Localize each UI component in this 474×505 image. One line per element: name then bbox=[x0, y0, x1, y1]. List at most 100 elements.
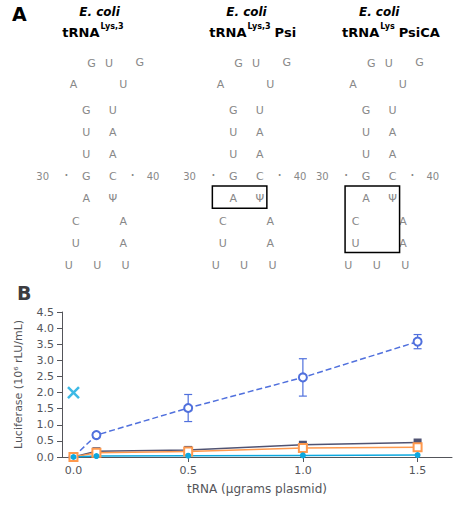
svg-text:A: A bbox=[83, 192, 91, 205]
svg-text:A: A bbox=[217, 78, 225, 91]
svg-text:G: G bbox=[82, 104, 91, 117]
svg-text:0.5: 0.5 bbox=[37, 434, 55, 447]
svg-text:E. coli: E. coli bbox=[79, 5, 120, 19]
svg-text:G: G bbox=[362, 170, 371, 183]
svg-text:PsiCA: PsiCA bbox=[399, 25, 440, 40]
svg-text:·: · bbox=[410, 167, 415, 185]
svg-text:4.5: 4.5 bbox=[37, 306, 55, 319]
svg-text:U: U bbox=[362, 148, 370, 161]
svg-text:Ψ: Ψ bbox=[255, 192, 264, 205]
svg-text:A: A bbox=[266, 215, 274, 228]
svg-text:C: C bbox=[389, 170, 397, 183]
svg-text:Psi: Psi bbox=[275, 25, 297, 40]
svg-text:tRNA: tRNA bbox=[62, 25, 99, 40]
svg-text:C: C bbox=[219, 215, 227, 228]
svg-text:A: A bbox=[389, 126, 397, 139]
svg-text:0.5: 0.5 bbox=[179, 464, 197, 477]
svg-text:U: U bbox=[119, 78, 127, 91]
svg-text:C: C bbox=[256, 170, 264, 183]
svg-text:A: A bbox=[119, 237, 127, 250]
svg-text:Lys,3: Lys,3 bbox=[101, 22, 124, 31]
svg-text:40: 40 bbox=[426, 171, 439, 182]
svg-text:2.5: 2.5 bbox=[37, 370, 55, 383]
svg-text:1.0: 1.0 bbox=[37, 418, 55, 431]
svg-text:0.0: 0.0 bbox=[37, 451, 55, 464]
svg-text:A: A bbox=[399, 237, 407, 250]
svg-text:G: G bbox=[415, 56, 424, 69]
svg-text:U: U bbox=[229, 126, 237, 139]
svg-text:·: · bbox=[64, 167, 69, 185]
svg-text:·: · bbox=[277, 167, 282, 185]
svg-text:·: · bbox=[211, 167, 216, 185]
svg-text:A: A bbox=[349, 78, 357, 91]
svg-text:30: 30 bbox=[36, 171, 49, 182]
svg-text:3.5: 3.5 bbox=[37, 338, 55, 351]
svg-text:U: U bbox=[351, 237, 359, 250]
svg-text:A: A bbox=[119, 215, 127, 228]
svg-text:Lys,3: Lys,3 bbox=[247, 22, 270, 31]
svg-text:A: A bbox=[109, 126, 117, 139]
svg-text:E. coli: E. coli bbox=[359, 5, 400, 19]
svg-text:A: A bbox=[399, 215, 407, 228]
svg-text:tRNA (μgrams plasmid): tRNA (μgrams plasmid) bbox=[187, 482, 327, 496]
svg-text:30: 30 bbox=[316, 171, 329, 182]
svg-text:G: G bbox=[136, 56, 145, 69]
svg-text:U: U bbox=[266, 78, 274, 91]
svg-text:U: U bbox=[93, 259, 101, 272]
svg-text:U: U bbox=[373, 259, 381, 272]
svg-text:U: U bbox=[362, 126, 370, 139]
svg-text:C: C bbox=[352, 215, 360, 228]
svg-text:U: U bbox=[344, 259, 352, 272]
svg-text:4.0: 4.0 bbox=[37, 322, 55, 335]
svg-text:tRNA: tRNA bbox=[209, 25, 246, 40]
svg-text:A: A bbox=[266, 237, 274, 250]
svg-text:U: U bbox=[269, 259, 277, 272]
svg-text:U: U bbox=[399, 78, 407, 91]
svg-text:·: · bbox=[130, 167, 135, 185]
svg-text:·: · bbox=[344, 167, 349, 185]
svg-text:E. coli: E. coli bbox=[226, 5, 267, 19]
svg-text:A: A bbox=[109, 148, 117, 161]
svg-text:U: U bbox=[82, 126, 90, 139]
svg-text:B: B bbox=[17, 282, 31, 304]
svg-text:U: U bbox=[385, 57, 393, 70]
svg-text:Ψ: Ψ bbox=[108, 192, 117, 205]
svg-text:1.5: 1.5 bbox=[37, 402, 55, 415]
svg-text:U: U bbox=[82, 148, 90, 161]
svg-text:A: A bbox=[389, 148, 397, 161]
svg-text:G: G bbox=[87, 57, 96, 70]
svg-text:Ψ: Ψ bbox=[388, 192, 397, 205]
svg-text:U: U bbox=[65, 259, 73, 272]
svg-text:A: A bbox=[362, 192, 370, 205]
svg-text:A: A bbox=[229, 192, 237, 205]
svg-text:A: A bbox=[70, 78, 78, 91]
svg-text:C: C bbox=[72, 215, 80, 228]
svg-text:30: 30 bbox=[183, 171, 196, 182]
svg-text:U: U bbox=[240, 259, 248, 272]
svg-text:Lys: Lys bbox=[380, 22, 395, 31]
svg-text:40: 40 bbox=[294, 171, 307, 182]
svg-text:G: G bbox=[229, 104, 238, 117]
svg-text:G: G bbox=[82, 170, 91, 183]
svg-text:U: U bbox=[212, 259, 220, 272]
svg-text:A: A bbox=[256, 126, 264, 139]
svg-text:U: U bbox=[401, 259, 409, 272]
svg-text:1.0: 1.0 bbox=[294, 464, 312, 477]
svg-text:G: G bbox=[362, 104, 371, 117]
svg-text:U: U bbox=[256, 104, 264, 117]
svg-text:tRNA: tRNA bbox=[342, 25, 379, 40]
svg-text:U: U bbox=[229, 148, 237, 161]
svg-text:G: G bbox=[229, 170, 238, 183]
svg-text:U: U bbox=[219, 237, 227, 250]
svg-text:U: U bbox=[72, 237, 80, 250]
svg-text:G: G bbox=[367, 57, 376, 70]
svg-text:A: A bbox=[12, 3, 27, 25]
svg-text:U: U bbox=[388, 104, 396, 117]
svg-text:U: U bbox=[252, 57, 260, 70]
svg-text:2.0: 2.0 bbox=[37, 386, 55, 399]
svg-text:1.5: 1.5 bbox=[409, 464, 427, 477]
svg-text:A: A bbox=[256, 148, 264, 161]
svg-text:C: C bbox=[109, 170, 117, 183]
svg-text:G: G bbox=[234, 57, 243, 70]
svg-text:0.0: 0.0 bbox=[65, 464, 83, 477]
